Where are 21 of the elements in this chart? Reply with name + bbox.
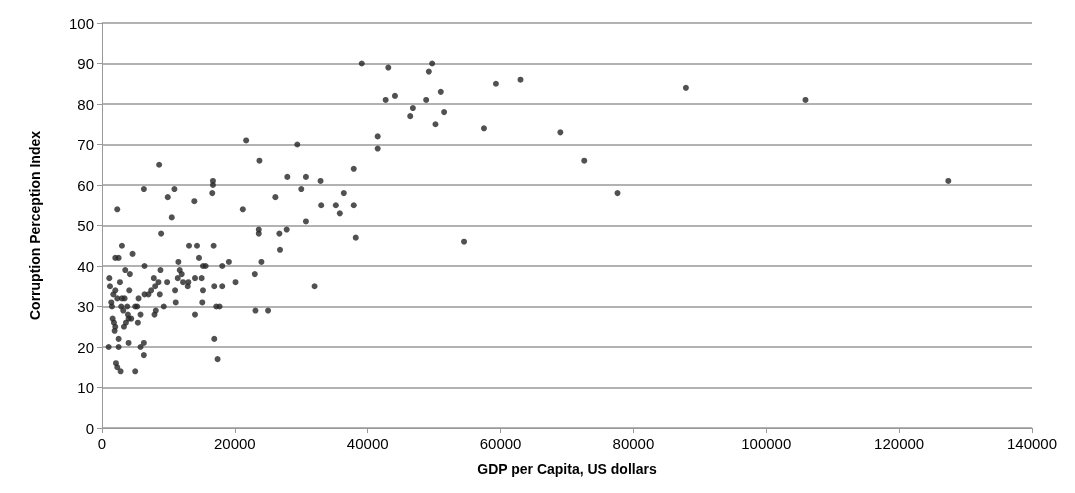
- x-tick-label: 120000: [874, 435, 925, 452]
- y-tick-label: 0: [85, 419, 94, 437]
- x-tick-label: 0: [97, 435, 107, 452]
- y-tick-label: 90: [77, 55, 94, 72]
- y-tick-label: 40: [77, 257, 94, 275]
- y-tick-label: 80: [77, 95, 94, 113]
- x-tick-label: 100000: [741, 435, 792, 452]
- y-tick-label: 70: [77, 136, 94, 153]
- x-axis-title: GDP per Capita, US dollars: [477, 461, 657, 477]
- x-tick-label: 40000: [346, 435, 389, 452]
- y-tick-label: 20: [77, 338, 94, 356]
- x-tick-label: 20000: [214, 435, 256, 452]
- x-tick-label: 140000: [1006, 435, 1058, 452]
- y-axis-title: Corruption Perception Index: [27, 130, 43, 321]
- y-tick-label: 100: [68, 14, 94, 32]
- y-tick-label: 10: [77, 379, 94, 396]
- y-tick-label: 30: [77, 298, 94, 315]
- x-tick-label: 80000: [612, 435, 655, 452]
- x-tick-label: 60000: [479, 435, 522, 452]
- y-tick-label: 50: [77, 217, 94, 234]
- y-tick-label: 60: [77, 176, 94, 194]
